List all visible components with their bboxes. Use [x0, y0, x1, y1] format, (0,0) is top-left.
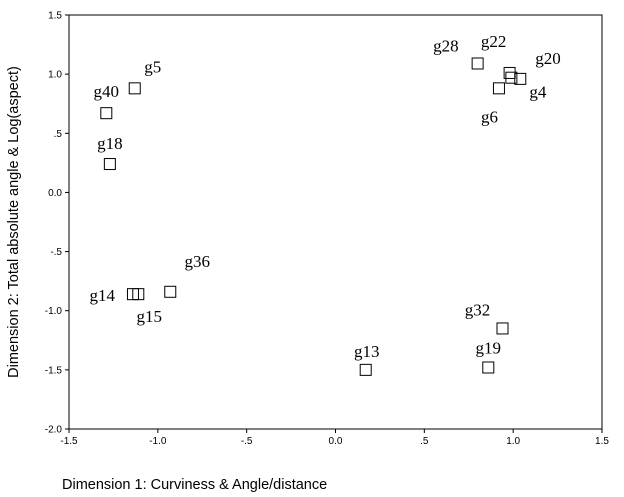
y-tick-label: -2.0 [45, 425, 63, 436]
label-g15: g15 [137, 307, 163, 326]
y-tick-label: -.5 [50, 247, 62, 258]
y-tick-label: 1.5 [48, 11, 62, 22]
marker-g40 [100, 107, 113, 120]
marker-g32 [496, 322, 509, 335]
label-g6: g6 [481, 107, 498, 126]
marker-g15 [132, 288, 145, 301]
x-tick-label: -1.0 [149, 436, 167, 447]
marker-g36 [164, 285, 177, 298]
x-tick-label: -.5 [241, 436, 253, 447]
label-g22: g22 [481, 32, 507, 51]
x-tick-label: -1.5 [60, 436, 78, 447]
label-g18: g18 [97, 134, 123, 153]
marker-g5 [128, 82, 141, 95]
y-tick-label: -1.0 [45, 306, 63, 317]
label-g5: g5 [144, 57, 161, 76]
marker-g4 [505, 71, 518, 84]
x-tick-label: 1.5 [595, 436, 609, 447]
marker-g13 [359, 363, 372, 376]
y-tick-label: .5 [54, 129, 63, 140]
y-axis-title: Dimension 2: Total absolute angle & Log(… [6, 66, 22, 378]
label-g28: g28 [433, 36, 459, 55]
label-g32: g32 [465, 300, 491, 319]
axis-ticks: -1.5 -1.0 -.5 0.0 .5 1.0 1.5 1.5 1.0 .5 0.0 -.5 -1.0… [45, 11, 610, 448]
marker-g28 [471, 57, 484, 70]
label-g13: g13 [354, 342, 380, 361]
x-tick-label: 1.0 [506, 436, 520, 447]
x-axis-title: Dimension 1: Curviness & Angle/distance [62, 477, 327, 493]
label-g20: g20 [535, 49, 561, 68]
label-g36: g36 [185, 252, 211, 271]
marker-g6 [492, 82, 505, 95]
y-tick-label: -1.5 [45, 365, 63, 376]
label-g14: g14 [89, 286, 115, 305]
label-g4: g4 [529, 83, 547, 102]
point-labels: g5 g40 g18 g22 g28 g20 g6 g4 g36 g14 g15 g32 g19 g13 [89, 32, 560, 361]
label-g19: g19 [476, 338, 502, 357]
x-tick-label: .5 [420, 436, 429, 447]
y-tick-label: 0.0 [48, 188, 62, 199]
marker-g20 [514, 72, 527, 85]
plot-frame [68, 14, 603, 430]
marker-g19 [482, 361, 495, 374]
x-tick-label: 0.0 [329, 436, 343, 447]
label-g40: g40 [94, 82, 120, 101]
marker-g18 [103, 158, 116, 171]
y-tick-label: 1.0 [48, 70, 62, 81]
data-markers [100, 57, 527, 376]
